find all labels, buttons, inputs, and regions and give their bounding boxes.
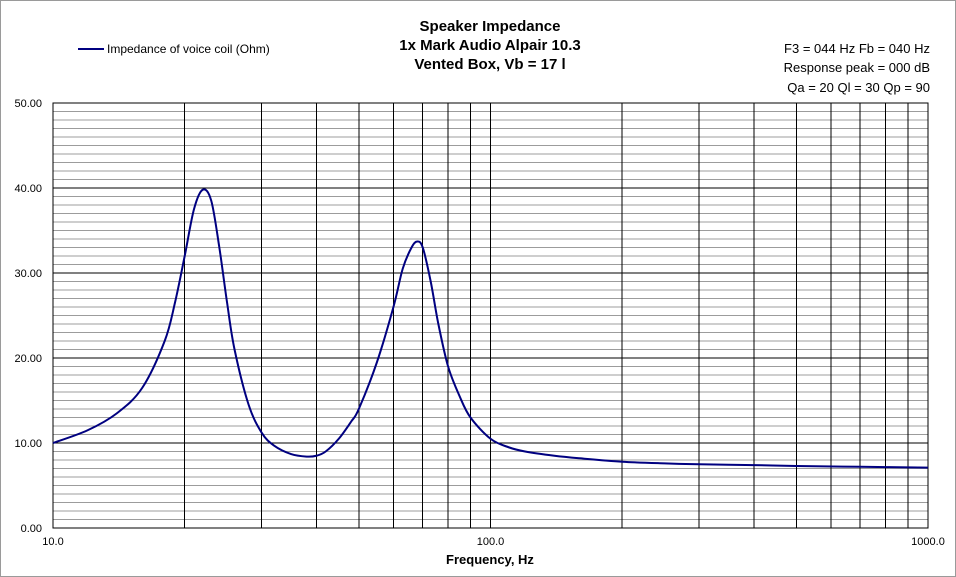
y-tick-label: 0.00 (21, 523, 42, 535)
legend-label: Impedance of voice coil (Ohm) (107, 42, 270, 56)
y-tick-label: 50.00 (14, 98, 42, 110)
legend: Impedance of voice coil (Ohm) (78, 42, 270, 56)
chart-title-line-1: Speaker Impedance (419, 18, 561, 35)
y-tick-label: 40.00 (14, 183, 42, 195)
grid (53, 103, 928, 528)
info-f3-fb: F3 = 044 Hz Fb = 040 Hz (784, 41, 930, 56)
info-response-peak: Response peak = 000 dB (783, 60, 930, 75)
y-tick-label: 20.00 (14, 353, 42, 365)
plot-area-border (52, 102, 929, 529)
chart-title-line-3: Vented Box, Vb = 17 l (414, 56, 566, 73)
chart-title-line-2: 1x Mark Audio Alpair 10.3 (399, 37, 581, 54)
x-axis-title: Frequency, Hz (446, 552, 534, 567)
legend-line-swatch (78, 48, 104, 50)
x-tick-label: 100.0 (477, 536, 505, 548)
impedance-curve (52, 188, 929, 469)
y-tick-label: 30.00 (14, 268, 42, 280)
x-tick-label: 1000.0 (911, 536, 945, 548)
tick-labels: 0.00 10.00 20.00 30.00 40.00 50.00 10.0 100.0 10… (14, 98, 944, 548)
x-tick-label: 10.0 (42, 536, 63, 548)
info-q-values: Qa = 20 Ql = 30 Qp = 90 (787, 80, 930, 95)
y-tick-label: 10.00 (14, 438, 42, 450)
